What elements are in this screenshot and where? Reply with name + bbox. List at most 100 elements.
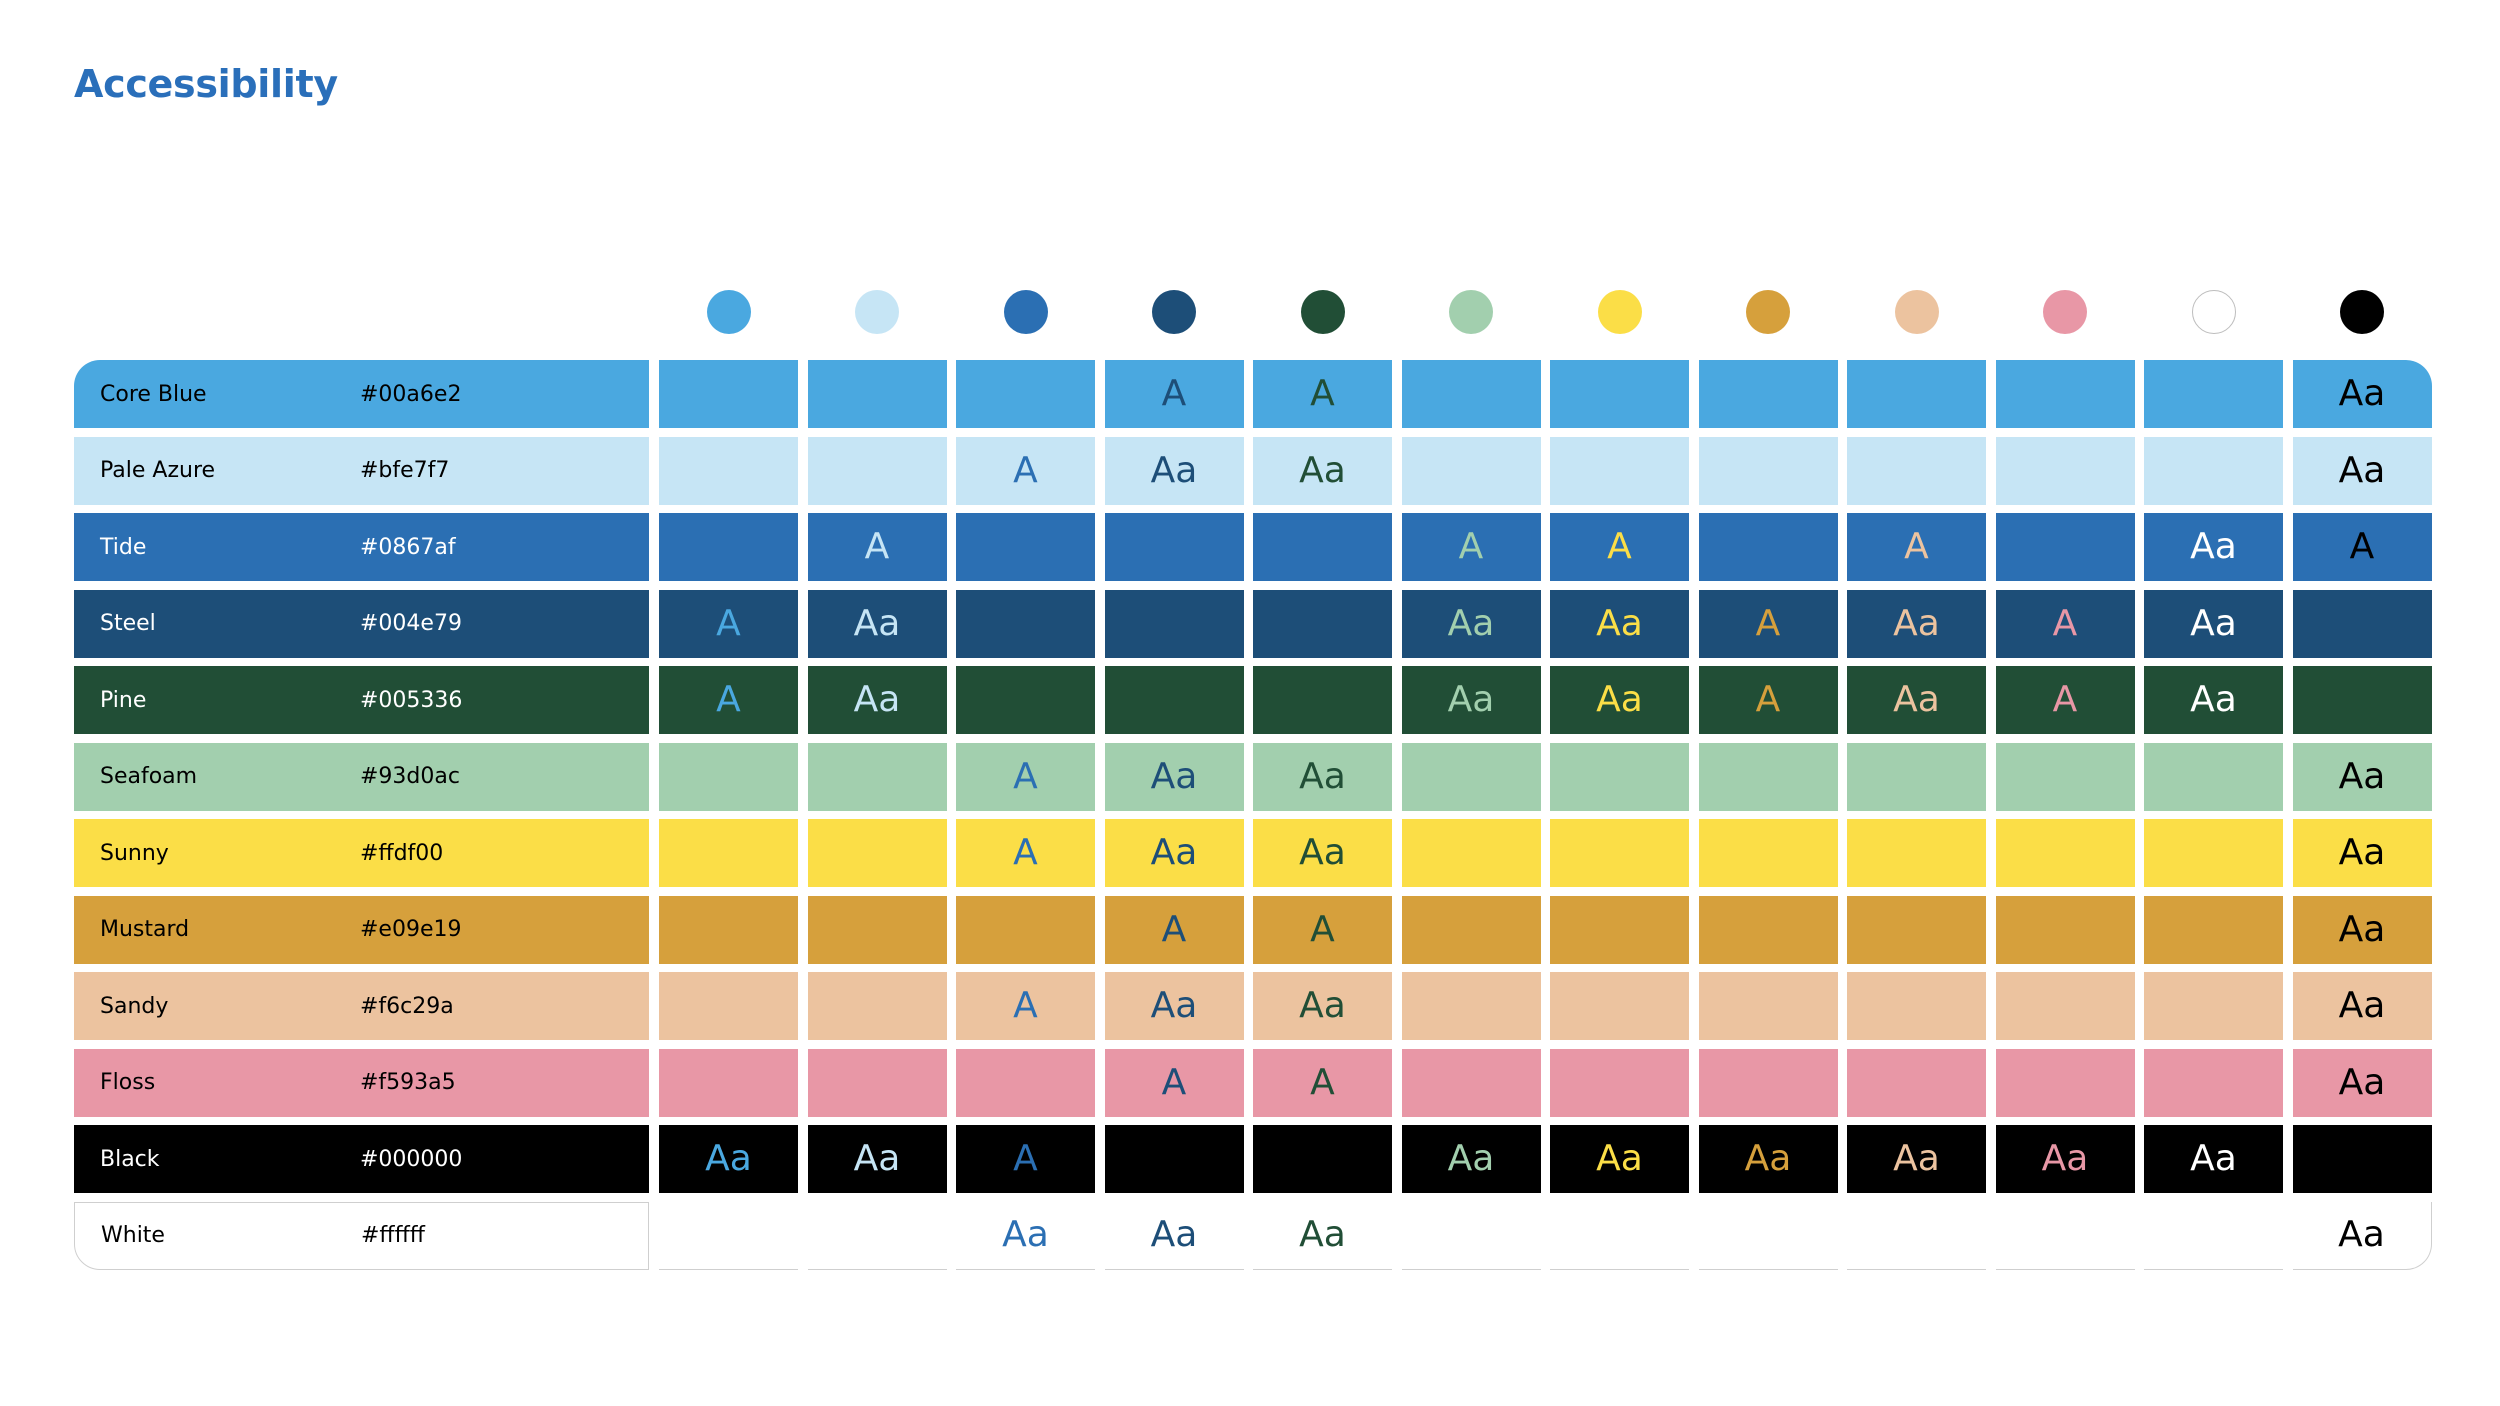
- contrast-cell: [1847, 436, 1986, 505]
- contrast-cell: Aa: [1104, 436, 1244, 505]
- contrast-cell: Aa: [2292, 1048, 2432, 1117]
- contrast-cell: [659, 513, 798, 581]
- contrast-cell: A: [2292, 513, 2432, 581]
- contrast-cell: Aa: [659, 1125, 798, 1193]
- contrast-cell: [807, 819, 947, 887]
- color-name: Core Blue: [100, 381, 207, 407]
- contrast-cell: [1847, 972, 1986, 1040]
- contrast-cell: Aa: [1401, 666, 1541, 734]
- swatch-dot-seafoam: [1449, 290, 1493, 334]
- contrast-cell: [1104, 666, 1244, 734]
- contrast-cell: [1401, 360, 1541, 428]
- contrast-cell: [1550, 742, 1689, 811]
- contrast-cell: Aa: [807, 666, 947, 734]
- contrast-cell: Aa: [956, 1201, 1095, 1270]
- contrast-cell: [1698, 513, 1838, 581]
- contrast-cell: Aa: [2144, 1125, 2283, 1193]
- contrast-cell: Aa: [1847, 666, 1986, 734]
- swatch-dot-pale-azure: [855, 290, 899, 334]
- contrast-cell: [807, 1201, 947, 1270]
- contrast-cell: Aa: [1253, 819, 1392, 887]
- contrast-cell: [1253, 513, 1392, 581]
- contrast-cell: [1401, 1048, 1541, 1117]
- contrast-cell: A: [1847, 513, 1986, 581]
- contrast-cell: Aa: [1253, 972, 1392, 1040]
- contrast-grid: Core Blue #00a6e2 A A Aa Pale Azure #bfe7f7 A Aa…: [74, 360, 2434, 1278]
- page-title: Accessibility: [74, 62, 338, 106]
- contrast-cell: [956, 360, 1095, 428]
- swatch-dot-steel: [1152, 290, 1196, 334]
- row-label: Steel #004e79: [74, 589, 649, 658]
- contrast-cell: [1847, 1201, 1986, 1270]
- contrast-cell: [1550, 972, 1689, 1040]
- contrast-cell: [1698, 1048, 1838, 1117]
- contrast-cell: A: [956, 1125, 1095, 1193]
- contrast-cell: Aa: [1550, 1125, 1689, 1193]
- color-hex: #00a6e2: [360, 381, 462, 407]
- contrast-cell: [2144, 742, 2283, 811]
- contrast-cell: [1847, 819, 1986, 887]
- color-name: Sunny: [100, 840, 169, 866]
- color-row: Pale Azure #bfe7f7 A Aa Aa Aa: [74, 436, 2434, 505]
- contrast-cell: [1847, 742, 1986, 811]
- contrast-cell: [1698, 1201, 1838, 1270]
- contrast-cell: [956, 1048, 1095, 1117]
- color-name: Black: [100, 1146, 160, 1172]
- contrast-cell: [659, 742, 798, 811]
- contrast-cell: [1995, 895, 2135, 964]
- contrast-cell: [1995, 436, 2135, 505]
- color-hex: #0867af: [360, 534, 456, 560]
- color-hex: #ffffff: [361, 1223, 425, 1248]
- contrast-cell: [807, 1048, 947, 1117]
- contrast-cell: Aa: [1104, 742, 1244, 811]
- color-name: Floss: [100, 1070, 156, 1095]
- swatch-dot-mustard: [1746, 290, 1790, 334]
- color-row: Black #000000 Aa Aa A Aa Aa Aa Aa Aa Aa: [74, 1125, 2434, 1193]
- color-row: Sunny #ffdf00 A Aa Aa Aa: [74, 819, 2434, 887]
- contrast-cell: [1995, 742, 2135, 811]
- contrast-cell: A: [1104, 1048, 1244, 1117]
- contrast-cell: [1104, 513, 1244, 581]
- contrast-cell: [1253, 1125, 1392, 1193]
- contrast-cell: Aa: [807, 589, 947, 658]
- contrast-cell: [1698, 742, 1838, 811]
- contrast-cell: Aa: [2144, 666, 2283, 734]
- contrast-cell: [1698, 972, 1838, 1040]
- swatch-dot-pine: [1300, 290, 1345, 334]
- row-label: White #ffffff: [74, 1201, 649, 1270]
- contrast-cell: A: [956, 819, 1095, 887]
- contrast-cell: A: [1253, 360, 1392, 428]
- contrast-cell: A: [1104, 360, 1244, 428]
- contrast-cell: A: [1253, 1048, 1392, 1117]
- contrast-cell: Aa: [1995, 1125, 2135, 1193]
- contrast-cell: Aa: [2292, 972, 2432, 1040]
- contrast-cell: [1253, 666, 1392, 734]
- contrast-cell: [1104, 1125, 1244, 1193]
- color-row: Mustard #e09e19 A A Aa: [74, 895, 2434, 964]
- swatch-dot-sunny: [1597, 290, 1642, 334]
- row-label: Seafoam #93d0ac: [74, 742, 649, 811]
- contrast-cell: [659, 895, 798, 964]
- color-name: Sandy: [100, 993, 169, 1019]
- contrast-cell: A: [1104, 895, 1244, 964]
- contrast-cell: [1401, 972, 1541, 1040]
- contrast-cell: [2144, 360, 2283, 428]
- contrast-cell: [1847, 360, 1986, 428]
- color-row: Floss #f593a5 A A Aa: [74, 1048, 2434, 1117]
- contrast-cell: [1550, 819, 1689, 887]
- color-name: Pale Azure: [100, 458, 216, 483]
- contrast-cell: [1995, 1201, 2135, 1270]
- contrast-cell: [1401, 895, 1541, 964]
- contrast-cell: A: [956, 972, 1095, 1040]
- color-name: Steel: [100, 611, 156, 636]
- color-hex: #f593a5: [360, 1070, 456, 1095]
- contrast-cell: [1995, 360, 2135, 428]
- contrast-cell: Aa: [1847, 589, 1986, 658]
- contrast-cell: [956, 513, 1095, 581]
- contrast-cell: [1698, 895, 1838, 964]
- swatch-dot-tide: [1003, 290, 1048, 334]
- contrast-cell: [1401, 1201, 1541, 1270]
- contrast-cell: [1995, 1048, 2135, 1117]
- contrast-cell: [1698, 436, 1838, 505]
- row-label: Black #000000: [74, 1125, 649, 1193]
